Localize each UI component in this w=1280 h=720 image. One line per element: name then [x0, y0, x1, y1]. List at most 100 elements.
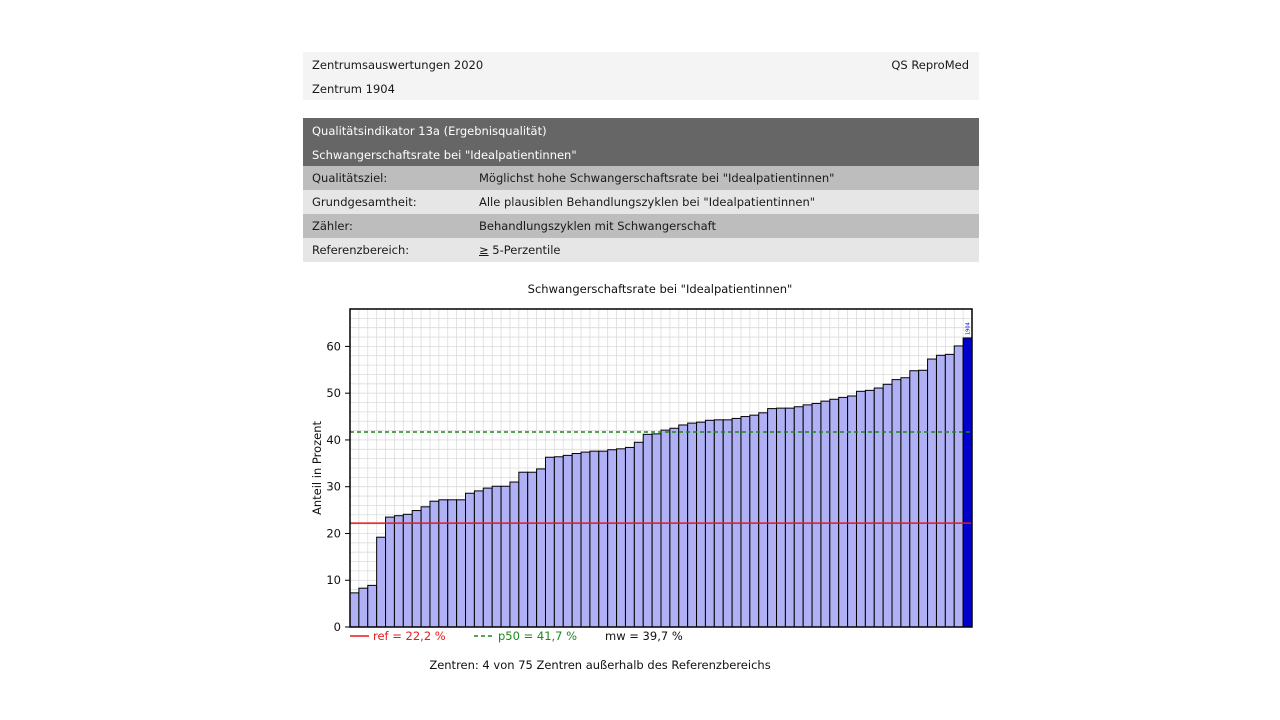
bar — [909, 370, 920, 628]
bar — [429, 500, 440, 628]
legend-mw: mw = 39,7 % — [605, 629, 683, 643]
bar — [900, 377, 911, 628]
row-value: ≥ 5-Perzentile — [479, 243, 560, 257]
y-tick-label: 10 — [326, 573, 341, 587]
center-label: Zentrum 1904 — [312, 82, 395, 96]
row-key: Grundgesamtheit: — [312, 195, 417, 209]
indicator-title: Qualitätsindikator 13a (Ergebnisqualität… — [312, 124, 547, 138]
legend: ref = 22,2 % p50 = 41,7 % mw = 39,7 % — [350, 629, 683, 643]
row-value: Behandlungszyklen mit Schwangerschaft — [479, 219, 716, 233]
bar — [571, 453, 582, 628]
bar — [402, 513, 413, 628]
y-axis: 0 10 20 30 40 50 60 — [326, 339, 350, 634]
bar — [544, 456, 555, 628]
y-tick-label: 30 — [326, 480, 341, 494]
bar — [420, 506, 431, 628]
bar — [456, 499, 467, 628]
bar — [855, 390, 866, 628]
bar — [616, 448, 626, 628]
highlight-label: 1904 — [966, 322, 972, 335]
y-tick-label: 20 — [326, 526, 341, 540]
bar — [669, 427, 680, 628]
y-tick-label: 40 — [326, 433, 341, 447]
chart-footer: Zentren: 4 von 75 Zentren außerhalb des … — [429, 658, 770, 672]
y-tick-label: 60 — [326, 339, 341, 353]
bar — [411, 510, 422, 628]
row-qualitaetsziel: Qualitätsziel: Möglichst hohe Schwangers… — [303, 166, 979, 190]
bar — [447, 499, 458, 628]
bar — [376, 536, 387, 628]
bar-chart: Schwangerschaftsrate bei "Idealpatientin… — [310, 282, 973, 672]
chart-title: Schwangerschaftsrate bei "Idealpatientin… — [528, 282, 793, 296]
bar — [882, 383, 893, 628]
bar — [935, 354, 946, 628]
bar — [927, 358, 937, 628]
bar — [393, 515, 404, 628]
indicator-subtitle: Schwangerschaftsrate bei "Idealpatientin… — [312, 148, 577, 162]
bar — [678, 424, 689, 628]
bar — [944, 353, 955, 628]
bar — [660, 429, 671, 628]
bar — [465, 492, 475, 628]
bar — [793, 406, 804, 628]
row-key: Qualitätsziel: — [312, 171, 388, 185]
bar — [696, 421, 706, 628]
bars — [349, 337, 973, 628]
bar — [482, 487, 493, 628]
bar — [918, 369, 929, 628]
row-value: Alle plausiblen Behandlungszyklen bei "I… — [479, 195, 816, 209]
bar — [642, 433, 653, 628]
bar — [864, 389, 875, 628]
row-key: Zähler: — [312, 219, 353, 233]
legend-ref: ref = 22,2 % — [373, 629, 446, 643]
row-zaehler: Zähler: Behandlungszyklen mit Schwangers… — [303, 214, 979, 238]
reference-lines — [350, 431, 972, 524]
brand-name: QS ReproMed — [891, 58, 969, 72]
plot-frame — [349, 308, 973, 628]
bar — [349, 592, 360, 628]
bar — [820, 400, 831, 628]
row-value-text: 5-Perzentile — [488, 243, 561, 257]
bar — [509, 481, 520, 628]
bar — [589, 450, 600, 628]
y-axis-label: Anteil in Prozent — [310, 420, 324, 515]
bar — [802, 404, 813, 628]
bar — [767, 408, 778, 628]
y-tick-label: 50 — [326, 386, 341, 400]
bar — [829, 398, 840, 628]
bar — [740, 416, 751, 628]
indicator-table: Qualitätsindikator 13a (Ergebnisqualität… — [303, 118, 979, 262]
bar — [651, 433, 662, 628]
bar — [624, 446, 635, 628]
row-referenzbereich: Referenzbereich: ≥ 5-Perzentile — [303, 238, 979, 262]
bar — [367, 584, 378, 628]
bar — [385, 516, 395, 628]
row-key: Referenzbereich: — [312, 243, 410, 257]
bar — [358, 587, 369, 628]
bar — [473, 490, 484, 628]
report-title: Zentrumsauswertungen 2020 — [312, 58, 484, 72]
row-value: Möglichst hohe Schwangerschaftsrate bei … — [479, 171, 835, 185]
bar — [598, 450, 609, 628]
bar-highlight — [962, 337, 973, 628]
y-tick-label: 0 — [334, 620, 341, 634]
bar — [847, 395, 857, 628]
indicator-header: Qualitätsindikator 13a (Ergebnisqualität… — [303, 118, 979, 166]
report-header: Zentrumsauswertungen 2020 QS ReproMed Ze… — [303, 52, 979, 100]
bar — [607, 449, 618, 628]
bar — [758, 412, 769, 628]
row-grundgesamtheit: Grundgesamtheit: Alle plausiblen Behandl… — [303, 190, 979, 214]
bar — [527, 471, 538, 628]
bar — [811, 402, 822, 628]
bar — [633, 441, 644, 628]
bar — [891, 379, 902, 628]
bar — [500, 485, 511, 628]
bar — [580, 451, 591, 628]
bar — [536, 468, 546, 628]
legend-p50: p50 = 41,7 % — [498, 629, 577, 643]
bar — [776, 407, 786, 628]
bar — [687, 422, 698, 628]
bar — [553, 456, 564, 628]
ge-symbol: ≥ — [479, 243, 489, 257]
bar — [518, 471, 529, 628]
